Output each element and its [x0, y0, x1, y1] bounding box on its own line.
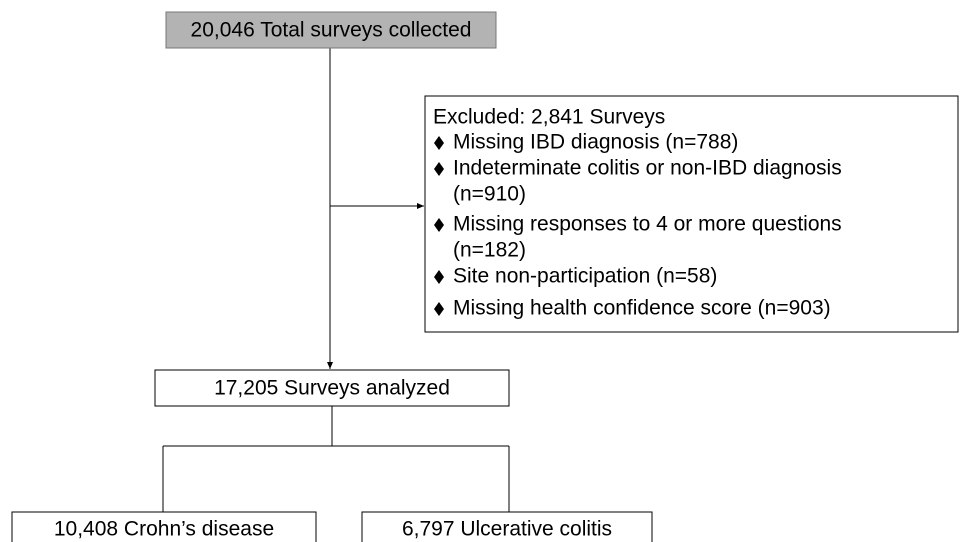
exclusion-item: (n=910) [453, 183, 526, 206]
node-label: 20,046 Total surveys collected [191, 19, 472, 42]
exclusion-item: (n=182) [453, 239, 526, 262]
bullet [434, 136, 444, 150]
exclusion-item: Missing IBD diagnosis (n=788) [453, 131, 738, 154]
exclusion-title: Excluded: 2,841 Surveys [433, 106, 665, 129]
exclusion-box [424, 95, 959, 333]
node-box [165, 11, 497, 49]
bullet [434, 302, 444, 316]
node-box [361, 511, 653, 542]
node-label: 10,408 Crohn’s disease [54, 518, 274, 541]
exclusion-item: Indeterminate colitis or non-IBD diagnos… [453, 157, 842, 180]
node-label: 17,205 Surveys analyzed [214, 377, 450, 400]
exclusion-item: Missing health confidence score (n=903) [453, 297, 831, 320]
bullet [434, 270, 444, 284]
exclusion-items: Missing IBD diagnosis (n=788) Indetermina… [434, 131, 842, 320]
node-box [11, 511, 317, 542]
exclusion-item: Missing responses to 4 or more questions [453, 213, 842, 236]
bullet [434, 162, 444, 176]
node-box [154, 369, 510, 407]
exclusion-item: Site non-participation (n=58) [453, 265, 717, 288]
bullet [434, 218, 444, 232]
node-label: 6,797 Ulcerative colitis [402, 518, 612, 541]
